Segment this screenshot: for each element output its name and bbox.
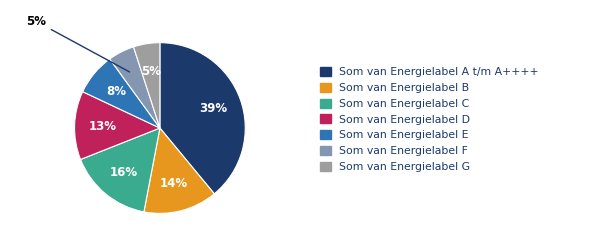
Legend: Som van Energielabel A t/m A++++, Som van Energielabel B, Som van Energielabel C: Som van Energielabel A t/m A++++, Som va… [320,67,539,172]
Wedge shape [133,43,160,128]
Text: 16%: 16% [109,166,138,179]
Wedge shape [160,43,245,194]
Text: 8%: 8% [106,85,126,98]
Text: 5%: 5% [26,15,130,72]
Text: 14%: 14% [160,177,188,190]
Wedge shape [144,128,214,213]
Text: 13%: 13% [89,120,117,133]
Text: 39%: 39% [200,102,228,115]
Wedge shape [82,59,160,128]
Text: 5%: 5% [141,65,161,78]
Wedge shape [74,92,160,159]
Wedge shape [109,47,160,128]
Wedge shape [81,128,160,212]
